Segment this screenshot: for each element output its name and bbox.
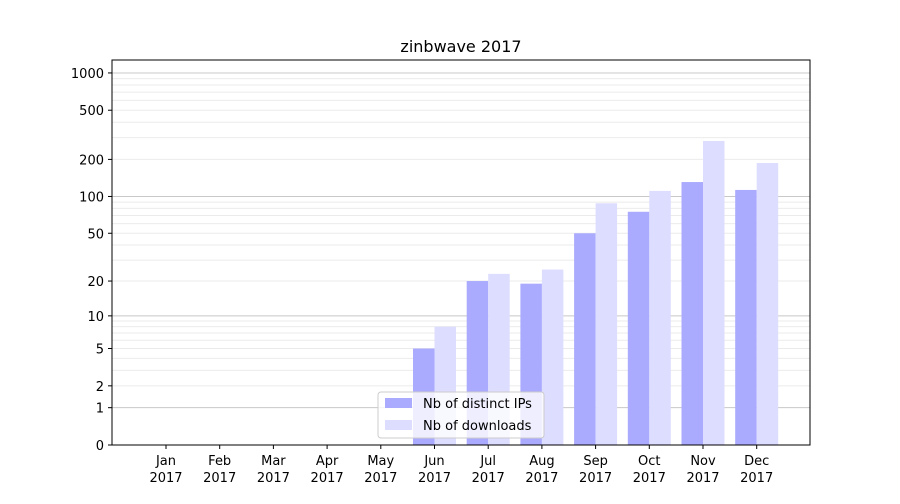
y-tick-label: 2 xyxy=(96,380,104,395)
x-tick-label: Apr xyxy=(316,454,339,469)
bar-downloads xyxy=(595,203,618,445)
legend-swatch xyxy=(385,420,412,430)
y-tick-label: 500 xyxy=(79,104,104,119)
x-tick-label: 2017 xyxy=(686,471,719,486)
x-tick-label: 2017 xyxy=(525,471,558,486)
x-tick-label: Oct xyxy=(638,454,660,469)
bar-distinct-ips xyxy=(735,189,757,445)
bar-downloads xyxy=(649,190,671,445)
x-tick-label: 2017 xyxy=(203,471,236,486)
x-tick-label: Sep xyxy=(583,454,608,469)
x-tick-label: 2017 xyxy=(149,471,182,486)
bar-distinct-ips xyxy=(681,182,703,445)
x-tick-label: 2017 xyxy=(579,471,612,486)
y-tick-label: 5 xyxy=(96,343,104,358)
chart-title: zinbwave 2017 xyxy=(400,37,521,56)
x-tick-label: 2017 xyxy=(472,471,505,486)
bar-downloads xyxy=(703,140,725,445)
legend-swatch xyxy=(385,398,412,408)
axes: 0 1 2 5 10 20 50 100 200 500 1000 Jan 2017 Feb 2017 Mar… xyxy=(71,59,811,486)
plot-frame xyxy=(111,59,811,446)
x-tick-label: 2017 xyxy=(311,471,344,486)
x-tick-label: 2017 xyxy=(740,471,773,486)
x-tick-label: Jan xyxy=(155,454,176,469)
y-tick-label: 10 xyxy=(87,310,104,325)
x-tick-label: Dec xyxy=(744,454,769,469)
x-tick-label: Mar xyxy=(261,454,286,469)
y-tick-label: 50 xyxy=(87,227,104,242)
x-tick-label: Jul xyxy=(479,454,496,469)
x-tick-label: Nov xyxy=(690,454,716,469)
y-tick-label: 0 xyxy=(96,439,104,454)
y-tick-label: 20 xyxy=(87,275,104,290)
bar-distinct-ips xyxy=(574,233,596,445)
x-tick-label: 2017 xyxy=(257,471,290,486)
x-tick-label: Feb xyxy=(208,454,231,469)
bar-downloads xyxy=(756,163,779,445)
x-tick-label: 2017 xyxy=(418,471,451,486)
x-tick-label: May xyxy=(367,454,394,469)
legend-box xyxy=(377,391,545,439)
legend-label: Nb of distinct IPs xyxy=(423,397,532,412)
legend: Nb of distinct IPs Nb of downloads xyxy=(377,391,545,439)
y-tick-label: 200 xyxy=(79,153,104,168)
y-tick-label: 1 xyxy=(96,402,104,417)
bar-distinct-ips xyxy=(627,211,650,445)
legend-label: Nb of downloads xyxy=(423,419,532,434)
y-tick-label: 1000 xyxy=(71,67,104,82)
x-tick-label: Jun xyxy=(423,454,444,469)
x-tick-label: 2017 xyxy=(633,471,666,486)
bar-downloads xyxy=(541,269,564,445)
y-tick-label: 100 xyxy=(79,190,104,205)
x-tick-label: Aug xyxy=(529,454,554,469)
x-tick-label: 2017 xyxy=(364,471,397,486)
